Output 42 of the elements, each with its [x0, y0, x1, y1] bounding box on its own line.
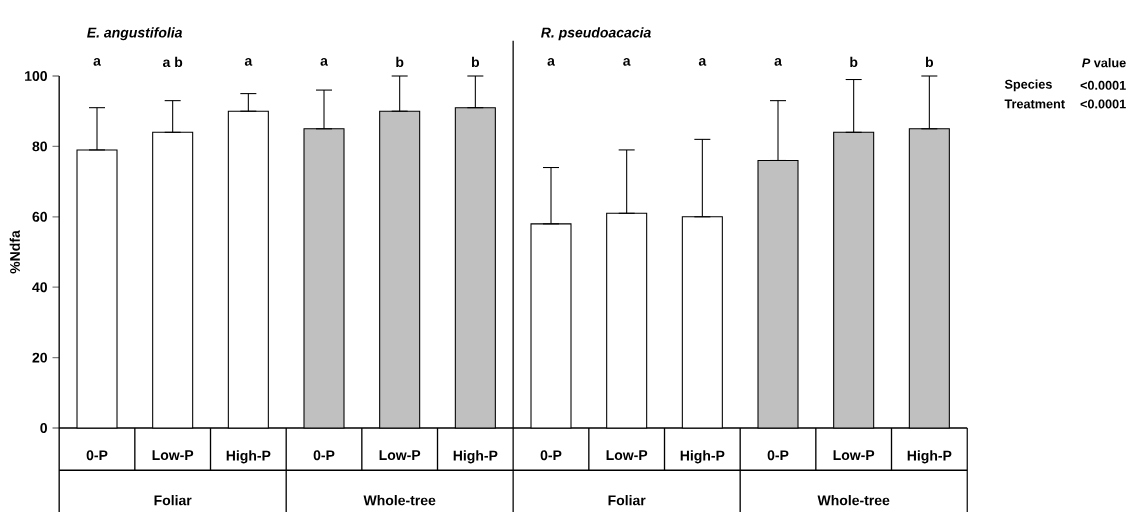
y-axis-title: %Ndfa: [9, 230, 20, 274]
x-tick-label: High-P: [680, 450, 725, 464]
text: a: [547, 58, 555, 66]
y-tick-label: 40: [32, 282, 47, 293]
x-tick-label: Low-P: [833, 450, 875, 461]
text: Whole-tree: [817, 495, 890, 506]
text: Species: [1004, 79, 1052, 92]
x-tick-label: High-P: [453, 450, 498, 464]
text: a: [320, 58, 328, 66]
text: b: [925, 56, 934, 68]
y-tick-label: 0: [40, 423, 47, 433]
text: a b: [162, 56, 183, 68]
text: b: [396, 56, 404, 68]
y-tick-label: 60: [32, 211, 47, 222]
text: <0.0001: [1080, 99, 1126, 109]
y-tick-label: 100: [25, 71, 47, 81]
text: b: [850, 56, 858, 68]
x-tick-label: High-P: [226, 450, 271, 464]
text: a: [774, 58, 782, 66]
text: a: [93, 58, 101, 66]
text: Foliar: [154, 495, 192, 506]
x-tick-label: Low-P: [152, 450, 194, 461]
text: Foliar: [608, 495, 646, 506]
text: a: [244, 58, 253, 66]
text: P value: [1082, 58, 1126, 68]
x-tick-label: Low-P: [606, 450, 648, 461]
text: b: [471, 56, 480, 68]
text: a: [698, 58, 707, 66]
x-tick-label: 0-P: [767, 450, 789, 461]
text: E. angustifolia: [87, 27, 183, 41]
x-tick-label: 0-P: [540, 450, 562, 461]
text: a: [623, 58, 631, 66]
y-tick-label: 20: [32, 352, 47, 363]
text: Treatment: [1004, 99, 1065, 109]
x-tick-label: 0-P: [86, 450, 108, 461]
x-tick-label: Low-P: [379, 450, 421, 461]
x-tick-label: 0-P: [313, 450, 335, 461]
text: R. pseudoacacia: [541, 27, 651, 41]
text: <0.0001: [1080, 80, 1126, 90]
text: Whole-tree: [363, 495, 436, 506]
x-tick-label: High-P: [907, 450, 952, 464]
y-tick-label: 80: [32, 141, 47, 152]
